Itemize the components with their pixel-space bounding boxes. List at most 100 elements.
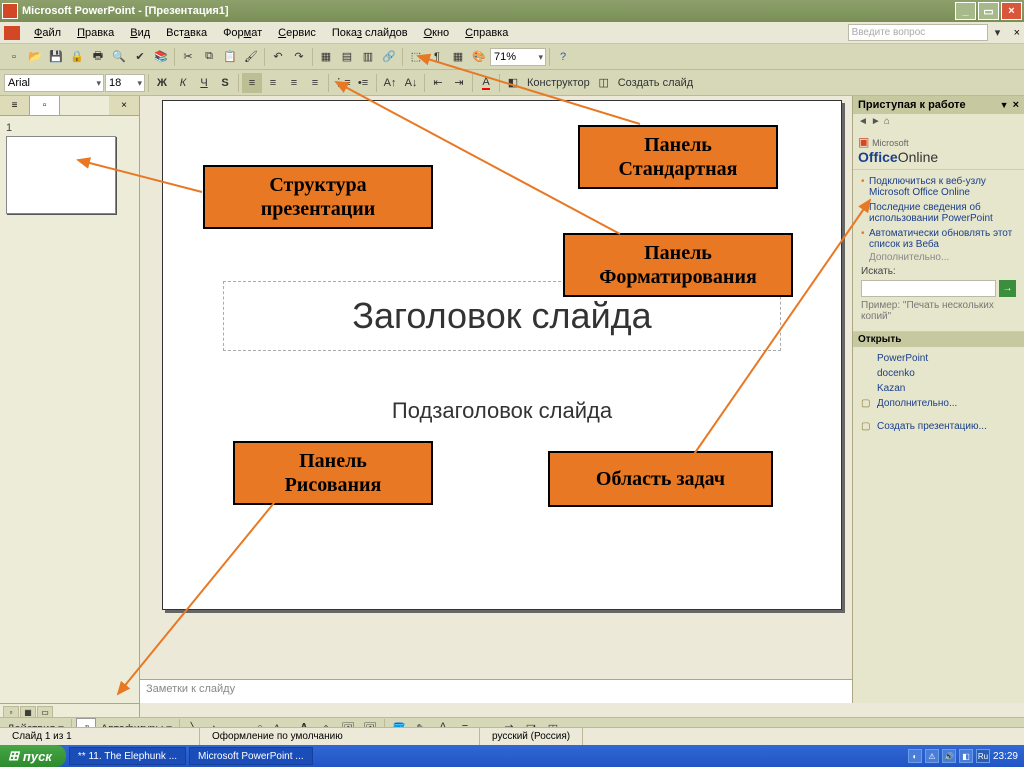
constructor-button[interactable]: Конструктор (524, 77, 593, 89)
slides-tab[interactable]: ▫ (30, 96, 60, 115)
cut-icon[interactable]: ✂ (178, 47, 198, 67)
nav-fwd-icon[interactable]: ► (871, 116, 881, 127)
font-color-icon[interactable]: A (476, 73, 496, 93)
slide[interactable]: Заголовок слайда Подзаголовок слайда Стр… (162, 100, 842, 610)
design-icon[interactable]: ◧ (503, 73, 523, 93)
menu-file[interactable]: Файл (26, 25, 69, 41)
close-button[interactable]: × (1001, 2, 1022, 20)
save-icon[interactable]: 💾 (46, 47, 66, 67)
redo-icon[interactable]: ↷ (289, 47, 309, 67)
recent-file[interactable]: docenko (861, 366, 1016, 381)
taskpane-header[interactable]: Приступая к работе ▼ × (853, 96, 1024, 114)
help-search-input[interactable]: Введите вопрос (848, 24, 988, 41)
statusbar: Слайд 1 из 1 Оформление по умолчанию рус… (0, 727, 1024, 745)
open-more-link[interactable]: Дополнительно... (861, 396, 1016, 411)
tables-borders-icon[interactable]: ▥ (358, 47, 378, 67)
decrease-indent-icon[interactable]: ⇤ (428, 73, 448, 93)
recent-file[interactable]: PowerPoint (861, 351, 1016, 366)
permission-icon[interactable]: 🔒 (67, 47, 87, 67)
recent-file[interactable]: Kazan (861, 381, 1016, 396)
color-icon[interactable]: 🎨 (469, 47, 489, 67)
taskpane-more[interactable]: Дополнительно... (861, 252, 1016, 263)
taskbar-item[interactable]: Microsoft PowerPoint ... (189, 747, 313, 765)
menu-view[interactable]: Вид (122, 25, 158, 41)
italic-icon[interactable]: К (173, 73, 193, 93)
callout-formatting: ПанельФорматирования (563, 233, 793, 297)
help-icon[interactable]: ? (553, 47, 573, 67)
tray-icon[interactable]: ◐ (908, 749, 922, 763)
align-center-icon[interactable]: ≡ (263, 73, 283, 93)
expand-icon[interactable]: ⬚ (406, 47, 426, 67)
menu-window[interactable]: Окно (416, 25, 458, 41)
tray-icon[interactable]: ◧ (959, 749, 973, 763)
menu-tools[interactable]: Сервис (270, 25, 324, 41)
menu-slideshow[interactable]: Показ слайдов (324, 25, 416, 41)
fontsize-combo[interactable]: 18 (105, 74, 145, 92)
align-left-icon[interactable]: ≡ (242, 73, 262, 93)
chart-icon[interactable]: ▦ (316, 47, 336, 67)
format-painter-icon[interactable]: 🖌 (241, 47, 261, 67)
taskpane-search-go[interactable]: → (999, 280, 1016, 297)
taskpane-link[interactable]: Автоматически обновлять этот список из В… (861, 226, 1016, 252)
office-online-logo: ▣ Microsoft OfficeOnline (853, 129, 1024, 170)
editor-pane: Заголовок слайда Подзаголовок слайда Стр… (140, 96, 852, 703)
shadow-icon[interactable]: S (215, 73, 235, 93)
taskbar-item[interactable]: ** 11. The Elephunk ... (69, 747, 186, 765)
table-icon[interactable]: ▤ (337, 47, 357, 67)
new-slide-icon[interactable]: ◫ (594, 73, 614, 93)
taskpane-search-input[interactable] (861, 280, 996, 297)
menu-help[interactable]: Справка (457, 25, 516, 41)
tray-icon[interactable]: ⚠ (925, 749, 939, 763)
print-icon[interactable]: 🖶 (88, 47, 108, 67)
show-formatting-icon[interactable]: ¶ (427, 47, 447, 67)
menu-insert[interactable]: Вставка (158, 25, 215, 41)
maximize-button[interactable]: ▭ (978, 2, 999, 20)
numbering-icon[interactable]: ⋮≡ (332, 73, 352, 93)
bullets-icon[interactable]: •≡ (353, 73, 373, 93)
tray-lang-icon[interactable]: Ru (976, 749, 990, 763)
outline-close-button[interactable]: × (109, 96, 139, 115)
undo-icon[interactable]: ↶ (268, 47, 288, 67)
doc-close-button[interactable]: × (1014, 27, 1020, 39)
minimize-button[interactable]: _ (955, 2, 976, 20)
paste-icon[interactable]: 📋 (220, 47, 240, 67)
help-dropdown-icon[interactable]: ▾ (988, 23, 1008, 43)
bold-icon[interactable]: Ж (152, 73, 172, 93)
increase-font-icon[interactable]: A↑ (380, 73, 400, 93)
taskpane-dropdown-icon[interactable]: ▼ (1000, 100, 1009, 110)
notes-pane[interactable]: Заметки к слайду (140, 679, 852, 703)
tray-icon[interactable]: 🔊 (942, 749, 956, 763)
callout-standard: ПанельСтандартная (578, 125, 778, 189)
underline-icon[interactable]: Ч (194, 73, 214, 93)
menu-edit[interactable]: Правка (69, 25, 122, 41)
tray-clock: 23:29 (993, 751, 1018, 762)
copy-icon[interactable]: ⧉ (199, 47, 219, 67)
menu-format[interactable]: Формат (215, 25, 270, 41)
decrease-font-icon[interactable]: A↓ (401, 73, 421, 93)
preview-icon[interactable]: 🔍 (109, 47, 129, 67)
start-button[interactable]: ⊞пуск (0, 745, 66, 767)
outline-tab[interactable]: ≡ (0, 96, 30, 115)
research-icon[interactable]: 📚 (151, 47, 171, 67)
taskpane-link[interactable]: Последние сведения об использовании Powe… (861, 200, 1016, 226)
zoom-combo[interactable]: 71% (490, 48, 546, 66)
create-presentation-link[interactable]: Создать презентацию... (861, 419, 1016, 434)
spelling-icon[interactable]: ✔ (130, 47, 150, 67)
grid-icon[interactable]: ▦ (448, 47, 468, 67)
align-justify-icon[interactable]: ≡ (305, 73, 325, 93)
font-combo[interactable]: Arial (4, 74, 104, 92)
new-icon[interactable]: ▫ (4, 47, 24, 67)
thumb-number: 1 (6, 122, 12, 134)
nav-back-icon[interactable]: ◄ (858, 116, 868, 127)
standard-toolbar: ▫ 📂 💾 🔒 🖶 🔍 ✔ 📚 ✂ ⧉ 📋 🖌 ↶ ↷ ▦ ▤ ▥ 🔗 ⬚ ¶ … (0, 44, 1024, 70)
slide-subtitle-placeholder[interactable]: Подзаголовок слайда (263, 393, 741, 429)
align-right-icon[interactable]: ≡ (284, 73, 304, 93)
taskpane-close-button[interactable]: × (1013, 99, 1019, 111)
open-icon[interactable]: 📂 (25, 47, 45, 67)
hyperlink-icon[interactable]: 🔗 (379, 47, 399, 67)
increase-indent-icon[interactable]: ⇥ (449, 73, 469, 93)
slide-thumbnail[interactable] (6, 136, 116, 214)
new-slide-button[interactable]: Создать слайд (615, 77, 696, 89)
taskpane-link[interactable]: Подключиться к веб-узлу Microsoft Office… (861, 174, 1016, 200)
nav-home-icon[interactable]: ⌂ (884, 116, 890, 127)
